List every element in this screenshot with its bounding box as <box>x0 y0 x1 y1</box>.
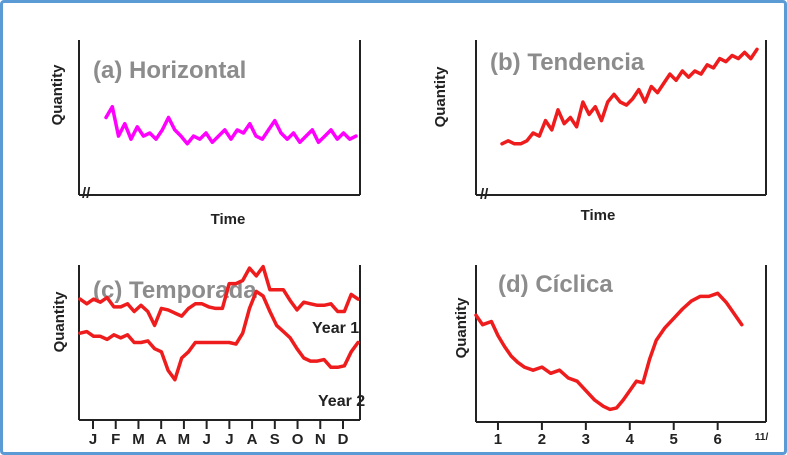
panel-d-title: (d) Cíclica <box>498 271 613 298</box>
panel-d-ylabel: Quantity <box>453 297 470 358</box>
panel-b: (b) Tendencia Quantity Time // <box>432 40 767 224</box>
month-tick-label: D <box>338 431 349 448</box>
month-tick-label: M <box>178 431 191 448</box>
month-tick-label: J <box>225 431 233 448</box>
x-tick-label: 6 <box>713 431 721 448</box>
panel-d-series-group <box>474 291 744 412</box>
panel-a-series-group <box>104 104 358 146</box>
year-1-label: Year 1 <box>312 320 359 337</box>
month-tick-label: J <box>202 431 210 448</box>
panel-b-ylabel: Quantity <box>432 66 449 127</box>
month-tick-label: N <box>315 431 326 448</box>
x-tick-label: 4 <box>626 431 635 448</box>
panel-b-title: (b) Tendencia <box>490 49 645 76</box>
panel-a-line-series-1 <box>104 104 358 146</box>
x-tick-label: 1 <box>494 431 502 448</box>
panel-c-series-group <box>78 264 360 382</box>
month-tick-label: F <box>111 431 120 448</box>
panel-c-line-year-2 <box>78 289 360 382</box>
panel-a: (a) Horizontal Quantity Time // <box>49 40 361 228</box>
panel-d: (d) Cíclica Quantity 1 2 3 4 5 6 11/ <box>453 265 768 448</box>
x-tick-label: 3 <box>582 431 590 448</box>
panel-c-ylabel: Quantity <box>51 291 68 352</box>
x-tick-label: 11/ <box>755 432 769 443</box>
panel-a-ylabel: Quantity <box>49 64 66 125</box>
panel-c-title: (c) Temporada <box>93 277 257 304</box>
month-tick-label: O <box>292 431 304 448</box>
x-tick-label: 2 <box>538 431 546 448</box>
panel-b-xlabel: Time <box>581 207 616 224</box>
month-tick-label: A <box>247 431 258 448</box>
panel-a-axis-break: // <box>82 185 91 202</box>
month-tick-label: M <box>132 431 145 448</box>
panel-d-line-series-1 <box>474 291 744 412</box>
month-tick-label: A <box>156 431 167 448</box>
panel-a-title: (a) Horizontal <box>93 57 246 84</box>
panel-b-series-group <box>500 47 759 146</box>
x-tick-label: 5 <box>670 431 678 448</box>
panel-d-ticks-group: 1 2 3 4 5 6 11/ <box>494 422 769 448</box>
year-2-label: Year 2 <box>318 393 365 410</box>
panel-c-line-year-1 <box>78 264 360 328</box>
panel-b-line-series-1 <box>500 47 759 146</box>
month-tick-label: J <box>89 431 97 448</box>
month-tick-label: S <box>270 431 280 448</box>
panel-a-xlabel: Time <box>211 211 246 228</box>
